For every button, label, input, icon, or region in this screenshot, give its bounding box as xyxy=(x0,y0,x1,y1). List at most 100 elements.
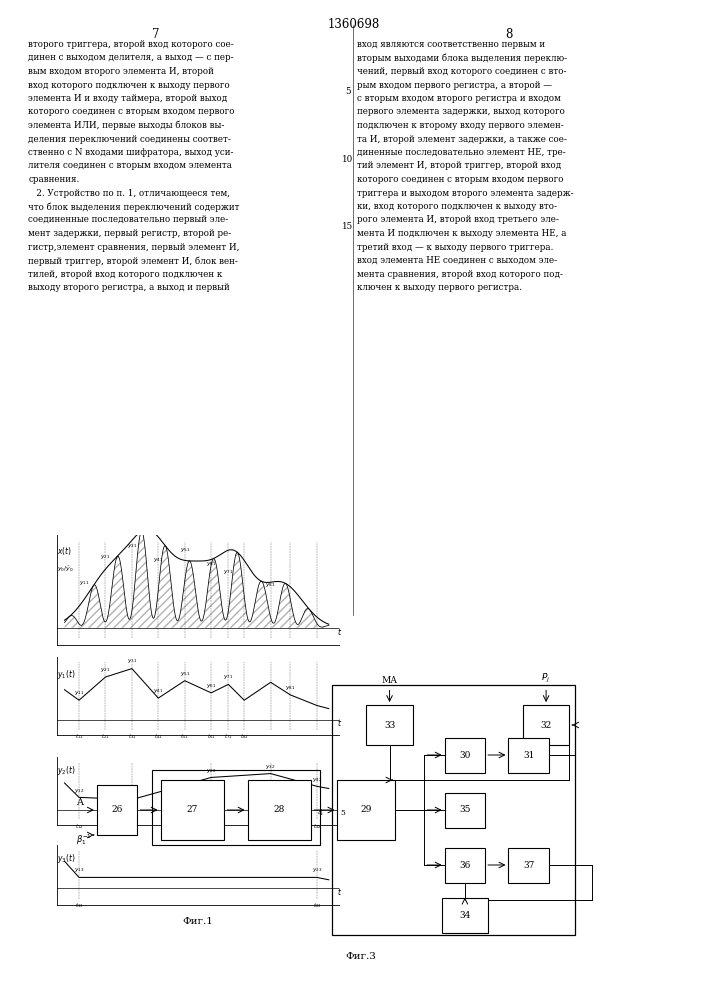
Text: первый триггер, второй элемент И, блок вен-: первый триггер, второй элемент И, блок в… xyxy=(28,256,238,265)
Text: $y_{71}$: $y_{71}$ xyxy=(223,673,233,681)
Text: вторым выходами блока выделения переклю-: вторым выходами блока выделения переклю- xyxy=(357,53,567,63)
Text: $t_{23}$: $t_{23}$ xyxy=(312,901,321,910)
Text: $t_{13}$: $t_{13}$ xyxy=(75,901,83,910)
Text: Фиг.3: Фиг.3 xyxy=(345,952,376,961)
Text: ключен к выходу первого регистра.: ключен к выходу первого регистра. xyxy=(357,283,522,292)
Text: $t_{22}$: $t_{22}$ xyxy=(207,822,216,831)
Text: соединенные последовательно первый эле-: соединенные последовательно первый эле- xyxy=(28,216,228,225)
Text: 8: 8 xyxy=(506,28,513,41)
Text: элемента ИЛИ, первые выходы блоков вы-: элемента ИЛИ, первые выходы блоков вы- xyxy=(28,121,225,130)
Text: $y_{41}$: $y_{41}$ xyxy=(153,556,163,564)
Text: 36: 36 xyxy=(460,860,471,869)
Text: мента сравнения, второй вход которого под-: мента сравнения, второй вход которого по… xyxy=(357,270,563,279)
Bar xyxy=(445,848,485,882)
Text: третий вход — к выходу первого триггера.: третий вход — к выходу первого триггера. xyxy=(357,242,554,251)
Text: $y_{23}$: $y_{23}$ xyxy=(312,866,322,874)
Text: гистр,элемент сравнения, первый элемент И,: гистр,элемент сравнения, первый элемент … xyxy=(28,242,240,251)
Text: мента И подключен к выходу элемента НЕ, а: мента И подключен к выходу элемента НЕ, … xyxy=(357,229,566,238)
Text: Фиг.1: Фиг.1 xyxy=(182,917,214,926)
Text: $y_0/\bar{y}_0$: $y_0/\bar{y}_0$ xyxy=(57,565,74,574)
Text: второго триггера, второй вход которого сое-: второго триггера, второй вход которого с… xyxy=(28,40,234,49)
Bar xyxy=(97,785,137,835)
Text: мент задержки, первый регистр, второй ре-: мент задержки, первый регистр, второй ре… xyxy=(28,229,231,238)
Text: $y_{22}$: $y_{22}$ xyxy=(206,767,216,775)
Text: 30: 30 xyxy=(460,750,471,760)
Text: $t_{61}$: $t_{61}$ xyxy=(207,732,216,741)
Text: что блок выделения переключений содержит: что блок выделения переключений содержит xyxy=(28,202,240,212)
Text: $y_{81}$: $y_{81}$ xyxy=(285,684,296,692)
Text: 32: 32 xyxy=(540,720,551,730)
Text: 10: 10 xyxy=(342,155,354,164)
Bar xyxy=(160,780,224,840)
Text: подключен к второму входу первого элемен-: подключен к второму входу первого элемен… xyxy=(357,121,563,130)
Text: A: A xyxy=(76,798,83,807)
Text: вход которого подключен к выходу первого: вход которого подключен к выходу первого xyxy=(28,81,230,90)
Text: 5: 5 xyxy=(345,87,351,96)
Bar xyxy=(332,685,575,935)
Text: 29: 29 xyxy=(361,806,372,814)
Text: 2. Устройство по п. 1, отличающееся тем,: 2. Устройство по п. 1, отличающееся тем, xyxy=(28,188,230,198)
Text: $y_{41}$: $y_{41}$ xyxy=(153,687,163,695)
Text: 26: 26 xyxy=(112,806,123,814)
Text: 5: 5 xyxy=(341,809,346,817)
Text: диненные последовательно элемент НЕ, тре-: диненные последовательно элемент НЕ, тре… xyxy=(357,148,566,157)
Text: ственно с N входами шифратора, выход уси-: ственно с N входами шифратора, выход уси… xyxy=(28,148,234,157)
Text: $y_{12}$: $y_{12}$ xyxy=(74,787,84,795)
Text: $\beta_1^{-1}$: $\beta_1^{-1}$ xyxy=(76,833,93,847)
Text: 1360698: 1360698 xyxy=(327,18,380,31)
Text: $y_{11}$: $y_{11}$ xyxy=(79,579,90,587)
Text: $t_{81}$: $t_{81}$ xyxy=(240,732,249,741)
Text: 7: 7 xyxy=(152,28,159,41)
Text: $t$: $t$ xyxy=(337,886,342,897)
Text: динен с выходом делителя, а выход — с пер-: динен с выходом делителя, а выход — с пе… xyxy=(28,53,234,62)
Text: $t_{32}$: $t_{32}$ xyxy=(267,822,275,831)
Text: с вторым входом второго регистра и входом: с вторым входом второго регистра и входо… xyxy=(357,94,561,103)
Bar xyxy=(152,770,320,845)
Text: $P_j$: $P_j$ xyxy=(542,672,551,685)
Text: рого элемента И, второй вход третьего эле-: рого элемента И, второй вход третьего эл… xyxy=(357,216,559,225)
Text: $t_{41}$: $t_{41}$ xyxy=(154,732,163,741)
Text: $t$: $t$ xyxy=(337,807,342,818)
Text: $y_{11}$: $y_{11}$ xyxy=(74,689,84,697)
Text: первого элемента задержки, выход которого: первого элемента задержки, выход которог… xyxy=(357,107,565,116)
Text: $x(t)$: $x(t)$ xyxy=(57,545,72,557)
Text: $t_{42}$: $t_{42}$ xyxy=(312,822,321,831)
Bar xyxy=(445,792,485,828)
Bar xyxy=(366,705,413,745)
Text: $y_3(t)$: $y_3(t)$ xyxy=(57,852,76,865)
Text: $y_{51}$: $y_{51}$ xyxy=(180,670,190,678)
Bar xyxy=(445,738,485,772)
Text: $t_{31}$: $t_{31}$ xyxy=(127,732,136,741)
Text: тилей, второй вход которого подключен к: тилей, второй вход которого подключен к xyxy=(28,270,223,279)
Text: $t_{12}$: $t_{12}$ xyxy=(75,822,83,831)
Text: которого соединен с вторым входом первого: которого соединен с вторым входом первог… xyxy=(357,175,563,184)
Text: $y_{81}$: $y_{81}$ xyxy=(265,581,276,589)
Text: 35: 35 xyxy=(459,806,471,814)
Text: 34: 34 xyxy=(460,910,471,920)
Text: $y_{61}$: $y_{61}$ xyxy=(206,682,216,690)
Text: $y_{71}$: $y_{71}$ xyxy=(223,568,233,576)
Text: деления переключений соединены соответ-: деления переключений соединены соответ- xyxy=(28,135,231,144)
Text: $y_2(t)$: $y_2(t)$ xyxy=(57,764,76,777)
Text: $t_{21}$: $t_{21}$ xyxy=(101,732,110,741)
Text: вход являются соответственно первым и: вход являются соответственно первым и xyxy=(357,40,545,49)
Text: $t_{11}$: $t_{11}$ xyxy=(75,732,83,741)
Text: чений, первый вход которого соединен с вто-: чений, первый вход которого соединен с в… xyxy=(357,67,566,76)
Text: 4: 4 xyxy=(317,809,322,817)
Text: которого соединен с вторым входом первого: которого соединен с вторым входом первог… xyxy=(28,107,235,116)
Bar xyxy=(508,848,549,882)
Text: сравнения.: сравнения. xyxy=(28,175,79,184)
Bar xyxy=(442,898,488,932)
Text: 27: 27 xyxy=(187,806,198,814)
Text: МА: МА xyxy=(382,676,397,685)
Text: $t_{71}$: $t_{71}$ xyxy=(224,732,233,741)
Text: вход элемента НЕ соединен с выходом эле-: вход элемента НЕ соединен с выходом эле- xyxy=(357,256,557,265)
Text: $y_1(t)$: $y_1(t)$ xyxy=(57,668,76,681)
Bar xyxy=(247,780,311,840)
Text: 37: 37 xyxy=(523,860,534,869)
Text: $y_{32}$: $y_{32}$ xyxy=(265,763,276,771)
Text: $t$: $t$ xyxy=(337,626,342,637)
Text: 31: 31 xyxy=(523,750,534,760)
Bar xyxy=(508,738,549,772)
Text: элемента И и входу таймера, второй выход: элемента И и входу таймера, второй выход xyxy=(28,94,228,103)
